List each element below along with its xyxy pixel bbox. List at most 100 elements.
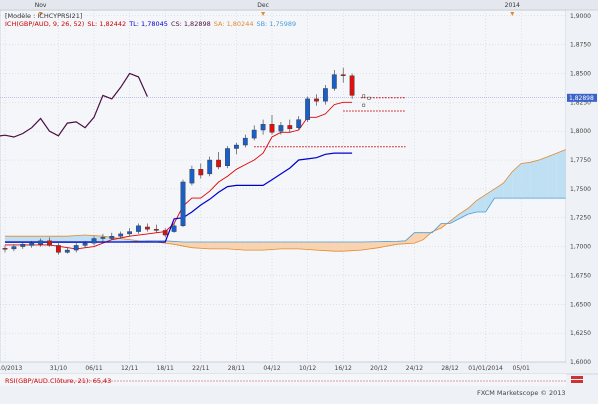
x-axis-tick-label: 28/12	[441, 365, 458, 372]
kumo-cloud-segment	[49, 236, 68, 243]
top-axis-label: Nov	[35, 2, 47, 9]
legend-entry: CS: 1,82898	[170, 20, 211, 28]
y-axis-tick-label: 1,9000	[570, 13, 591, 20]
bullish-candle[interactable]	[251, 129, 257, 139]
bullish-candle[interactable]	[233, 144, 239, 149]
marker-square	[367, 96, 371, 100]
bearish-candle[interactable]	[2, 248, 8, 250]
current-price-tag-label: 1,82898	[569, 95, 594, 102]
x-axis-tick-label: 01/01/2014	[468, 365, 503, 372]
y-axis-tick-label: 1,8500	[570, 70, 591, 77]
bearish-candle[interactable]	[269, 124, 275, 133]
y-axis-tick-label: 1,6250	[570, 330, 591, 337]
kumo-cloud-segment	[227, 241, 246, 251]
kumo-cloud-segment	[485, 188, 495, 212]
x-axis-tick-label: 10/12	[299, 365, 316, 372]
x-axis-tick-label: 24/12	[406, 365, 423, 372]
bullish-candle[interactable]	[109, 236, 115, 239]
bullish-candle[interactable]	[20, 244, 26, 247]
x-axis-tick-label: 06/11	[85, 365, 102, 372]
kumo-cloud-segment	[165, 240, 175, 245]
bullish-candle[interactable]	[225, 148, 230, 167]
bearish-candle[interactable]	[314, 98, 319, 102]
bearish-candle[interactable]	[153, 229, 159, 231]
tenkan-sen-line	[5, 101, 353, 250]
bearish-candle[interactable]	[198, 169, 204, 176]
bearish-candle[interactable]	[162, 230, 168, 236]
bullish-candle[interactable]	[242, 137, 248, 146]
bullish-candle[interactable]	[11, 246, 17, 250]
kumo-cloud-segment	[174, 241, 183, 247]
kumo-cloud-segment	[530, 160, 539, 199]
bullish-candle[interactable]	[296, 119, 302, 128]
chikou-span-line	[0, 72, 148, 138]
x-axis-tick-label: 16/12	[335, 365, 352, 372]
bullish-candle[interactable]	[305, 98, 310, 120]
legend-entry: ICH(GBP/AUD, 9, 26, 52)	[5, 20, 85, 28]
time-marker-triangle	[510, 12, 515, 16]
bullish-candle[interactable]	[38, 240, 44, 245]
bearish-candle[interactable]	[349, 75, 355, 96]
legend-entry: SB: 1,75989	[256, 20, 297, 28]
price-axis-area	[566, 10, 598, 362]
y-axis-tick-label: 1,7500	[570, 186, 591, 193]
y-axis-tick-label: 1,7750	[570, 157, 591, 164]
bullish-candle[interactable]	[180, 181, 186, 227]
y-axis-tick-label: 1,8750	[570, 42, 591, 49]
kumo-cloud-segment	[405, 232, 415, 244]
bullish-candle[interactable]	[189, 169, 195, 184]
bullish-candle[interactable]	[323, 88, 328, 102]
x-axis-tick-label: 12/11	[121, 365, 138, 372]
current-price-tag[interactable]	[567, 93, 597, 102]
legend-entry: TL: 1,78045	[129, 20, 168, 28]
bullish-candle[interactable]	[127, 231, 133, 235]
kumo-cloud-segment	[67, 235, 86, 243]
senkou-span-b-line	[5, 197, 566, 244]
bullish-candle[interactable]	[118, 233, 124, 237]
kumo-cloud-segment	[467, 200, 477, 215]
legend-entry: SA: 1,80244	[213, 20, 254, 28]
bullish-candle[interactable]	[100, 237, 106, 239]
x-axis-tick-label: 18/11	[157, 365, 174, 372]
bearish-candle[interactable]	[47, 240, 52, 246]
kumo-cloud-segment	[503, 171, 513, 199]
rsi-axis-marker	[571, 376, 583, 379]
x-axis-tick-label: 31/10	[50, 365, 67, 372]
x-axis-tick-label: 05/01	[513, 365, 530, 372]
bullish-candle[interactable]	[91, 238, 97, 244]
kumo-cloud-segment	[521, 162, 531, 199]
x-axis-tick-label: 23/10/2013	[0, 365, 22, 372]
kumo-cloud-segment	[494, 183, 504, 199]
top-axis-label: Dec	[257, 2, 269, 9]
bearish-candle[interactable]	[144, 226, 150, 230]
bullish-candle[interactable]	[136, 225, 141, 232]
bearish-candle[interactable]	[287, 125, 293, 130]
bullish-candle[interactable]	[331, 74, 337, 89]
time-marker-triangle	[38, 12, 43, 16]
bullish-candle[interactable]	[171, 225, 177, 232]
bullish-candle[interactable]	[207, 159, 213, 175]
bullish-candle[interactable]	[64, 249, 70, 253]
bearish-candle[interactable]	[340, 74, 346, 76]
kumo-cloud-segment	[209, 241, 228, 249]
rsi-axis-marker	[571, 380, 583, 383]
x-axis-tick-label: 04/12	[263, 365, 280, 372]
bullish-candle[interactable]	[29, 242, 35, 246]
y-axis-tick-label: 1,6750	[570, 272, 591, 279]
bullish-candle[interactable]	[82, 242, 88, 246]
kumo-cloud-segment	[263, 241, 272, 251]
bearish-candle[interactable]	[56, 245, 61, 253]
bearish-candle[interactable]	[216, 159, 221, 168]
bullish-candle[interactable]	[73, 245, 79, 251]
rsi-panel	[0, 374, 566, 386]
bullish-candle[interactable]	[278, 125, 284, 132]
bullish-candle[interactable]	[260, 124, 266, 131]
chart-legend: ICH(GBP/AUD, 9, 26, 52) SL: 1,82442 TL: 1,…	[5, 20, 299, 28]
top-axis-label: 2014	[505, 2, 520, 9]
kumo-cloud-segment	[298, 241, 317, 251]
plot-area	[0, 9, 567, 363]
kumo-cloud-segment	[334, 241, 344, 252]
y-axis-tick-label: 1,8000	[570, 128, 591, 135]
